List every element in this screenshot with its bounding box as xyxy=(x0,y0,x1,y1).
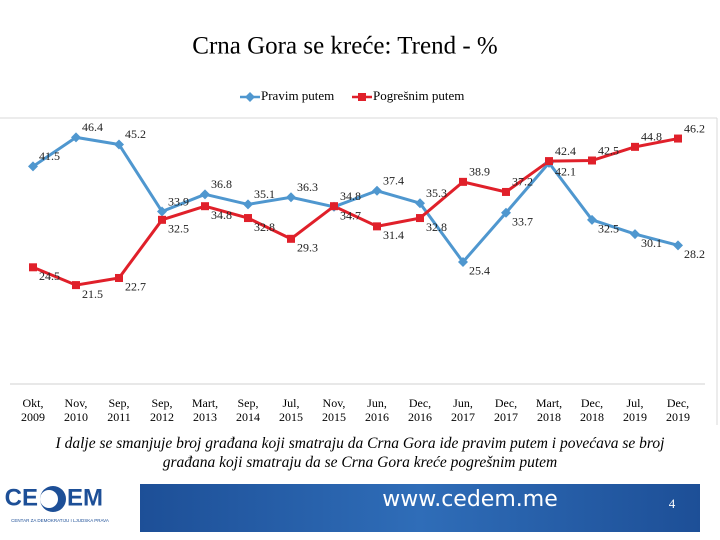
data-label: 32.8 xyxy=(426,220,447,234)
marker xyxy=(287,234,295,243)
x-tick-label: Sep, 2012 xyxy=(150,396,174,424)
data-label: 25.4 xyxy=(469,264,490,278)
x-tick-label: Jun, 2016 xyxy=(365,396,389,424)
marker xyxy=(416,214,424,223)
logo-circle-inner xyxy=(40,490,58,508)
x-tick-label: Dec, 2017 xyxy=(494,396,518,424)
x-tick-label: Sep, 2011 xyxy=(107,396,131,424)
data-label: 42.1 xyxy=(555,165,576,179)
x-tick-label: Jul, 2015 xyxy=(279,396,303,424)
data-label: 32.5 xyxy=(598,222,619,236)
marker xyxy=(630,229,640,240)
logo-left: CE xyxy=(5,484,38,511)
data-label: 42.5 xyxy=(598,143,619,157)
chart-title: Crna Gora se kreće: Trend - % xyxy=(192,33,497,60)
marker xyxy=(631,142,639,151)
marker xyxy=(115,273,123,282)
marker xyxy=(588,156,596,165)
data-label: 33.9 xyxy=(168,194,189,208)
marker xyxy=(114,139,124,150)
marker xyxy=(458,256,468,267)
marker xyxy=(459,177,467,186)
data-label: 32.5 xyxy=(168,222,189,236)
marker xyxy=(71,132,81,143)
marker xyxy=(200,189,210,200)
data-label: 33.7 xyxy=(512,214,533,228)
legend-label: Pogrešnim putem xyxy=(373,88,464,103)
data-label: 46.2 xyxy=(684,121,705,135)
x-tick-label: Dec, 2018 xyxy=(580,396,604,424)
x-tick-label: Nov, 2015 xyxy=(322,396,346,424)
data-label: 21.5 xyxy=(82,287,103,301)
marker xyxy=(502,187,510,196)
marker xyxy=(28,161,38,172)
marker xyxy=(243,199,253,210)
data-label: 22.7 xyxy=(125,280,146,294)
data-label: 34.8 xyxy=(340,189,361,203)
footer-url: www.cedem.me xyxy=(382,487,557,512)
marker xyxy=(158,215,166,224)
data-label: 32.8 xyxy=(254,220,275,234)
x-tick-label: Mart, 2013 xyxy=(191,396,219,424)
marker xyxy=(587,214,597,225)
data-label: 46.4 xyxy=(82,120,103,134)
data-label: 37.2 xyxy=(512,175,533,189)
data-label: 35.3 xyxy=(426,186,447,200)
data-label: 31.4 xyxy=(383,228,404,242)
series-line xyxy=(32,135,679,265)
data-label: 24.5 xyxy=(39,269,60,283)
data-label: 35.1 xyxy=(254,187,275,201)
x-tick-label: Jun, 2017 xyxy=(451,396,475,424)
x-tick-label: Okt, 2009 xyxy=(21,396,45,424)
data-label: 45.2 xyxy=(125,127,146,141)
marker xyxy=(501,207,511,218)
page-number: 4 xyxy=(669,496,676,511)
x-tick-label: Dec, 2016 xyxy=(408,396,432,424)
marker xyxy=(244,214,252,223)
marker xyxy=(72,281,80,290)
marker xyxy=(29,263,37,272)
marker xyxy=(673,240,683,251)
caption: I dalje se smanjuje broj građana koji sm… xyxy=(55,435,665,471)
legend-marker xyxy=(245,92,255,102)
x-tick-label: Jul, 2019 xyxy=(623,396,647,424)
marker xyxy=(674,134,682,143)
data-label: 28.2 xyxy=(684,247,705,261)
marker xyxy=(415,198,425,209)
x-tick-label: Sep, 2014 xyxy=(236,396,260,424)
data-label: 38.9 xyxy=(469,165,490,179)
marker xyxy=(201,202,209,211)
data-label: 42.4 xyxy=(555,144,576,158)
data-label: 36.3 xyxy=(297,180,318,194)
data-label: 29.3 xyxy=(297,241,318,255)
marker xyxy=(373,222,381,231)
data-label: 36.8 xyxy=(211,177,232,191)
marker xyxy=(545,157,553,166)
data-label: 34.8 xyxy=(211,208,232,222)
data-label: 30.1 xyxy=(641,236,662,250)
x-tick-label: Nov, 2010 xyxy=(64,396,88,424)
data-label: 34.7 xyxy=(340,209,361,223)
series-line xyxy=(32,137,679,287)
logo-right: EM xyxy=(67,484,103,511)
marker xyxy=(372,185,382,196)
data-label: 44.8 xyxy=(641,130,662,144)
data-label: 41.5 xyxy=(39,149,60,163)
data-label: 37.4 xyxy=(383,174,404,188)
legend-label: Pravim putem xyxy=(261,88,334,103)
x-tick-label: Dec, 2019 xyxy=(666,396,690,424)
x-tick-label: Mart, 2018 xyxy=(535,396,563,424)
footer-bar xyxy=(140,484,700,532)
marker xyxy=(157,206,167,217)
legend-marker xyxy=(358,93,366,101)
logo-caption: CENTAR ZA DEMOKRATIJU I LJUDSKA PRAVA xyxy=(11,518,109,523)
marker xyxy=(330,202,338,211)
marker xyxy=(286,192,296,203)
